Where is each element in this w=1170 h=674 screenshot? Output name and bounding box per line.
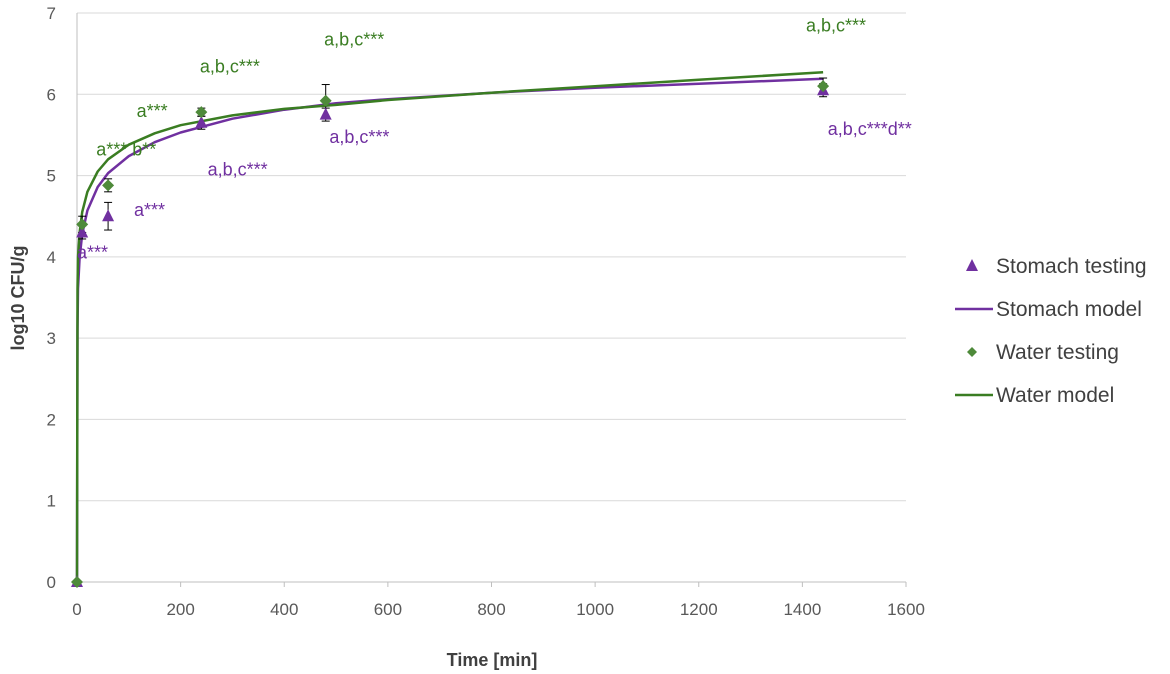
x-tick-label: 1600 (887, 600, 925, 619)
legend-label: Stomach testing (996, 255, 1147, 278)
triangle-point (319, 107, 332, 120)
x-axis-title: Time [min] (447, 650, 538, 670)
y-tick-label: 5 (47, 167, 56, 186)
legend: Stomach testing Stomach model Water testin… (955, 255, 1147, 407)
x-tick-label: 1000 (576, 600, 614, 619)
y-tick-label: 4 (47, 248, 56, 267)
legend-label: Water model (996, 384, 1114, 407)
legend-label: Stomach model (996, 298, 1142, 321)
annotation-label: a,b,c*** (208, 160, 268, 180)
model-lines (75, 71, 824, 583)
annotation-label: a*** (137, 101, 168, 121)
x-tick-label: 0 (72, 600, 81, 619)
annotation-label: a,b,c***d** (828, 119, 912, 139)
grid-lines (77, 12, 906, 502)
annotation-label: a,b,c*** (806, 16, 866, 36)
annotations: a*** a*** a,b,c*** a,b,c*** a,b,c***d** a*** … (77, 16, 912, 263)
y-tick-label: 1 (47, 492, 56, 511)
tick-labels: 0 1 2 3 4 5 6 7 0 200 400 600 800 1000 1200 1400 1600 (47, 4, 925, 619)
diamond-point (817, 80, 830, 93)
x-tick-label: 600 (374, 600, 402, 619)
triangle-point (76, 225, 89, 238)
data-points (71, 80, 830, 588)
legend-diamond-swatch (967, 347, 977, 357)
y-axis-title: log10 CFU/g (8, 245, 28, 350)
annotation-label: a*** (134, 200, 165, 220)
series-line (75, 77, 824, 583)
diamond-point (102, 179, 115, 192)
diamond-point (76, 218, 89, 231)
y-tick-label: 7 (47, 4, 56, 23)
triangle-point (195, 115, 208, 128)
legend-label: Water testing (996, 341, 1119, 364)
diamond-point (71, 576, 83, 588)
triangle-point (102, 209, 115, 222)
annotation-label: a,b,c*** (324, 30, 384, 50)
x-tick-label: 800 (477, 600, 505, 619)
annotation-label: a,b,c*** (200, 56, 260, 76)
x-tick-label: 200 (166, 600, 194, 619)
y-tick-label: 0 (47, 573, 56, 592)
legend-triangle-swatch (966, 259, 978, 271)
error-bars (78, 77, 828, 240)
y-tick-label: 3 (47, 329, 56, 348)
annotation-label: a,b,c*** (329, 127, 389, 147)
diamond-point (319, 94, 332, 107)
annotation-label: a*** b** (96, 139, 156, 159)
y-tick-label: 2 (47, 410, 56, 429)
annotation-label: a*** (77, 242, 108, 262)
diamond-point (195, 106, 208, 119)
x-tick-label: 400 (270, 600, 298, 619)
y-tick-label: 6 (47, 85, 56, 104)
series-line (75, 71, 824, 583)
x-tick-label: 1400 (783, 600, 821, 619)
x-tick-label: 1200 (680, 600, 718, 619)
